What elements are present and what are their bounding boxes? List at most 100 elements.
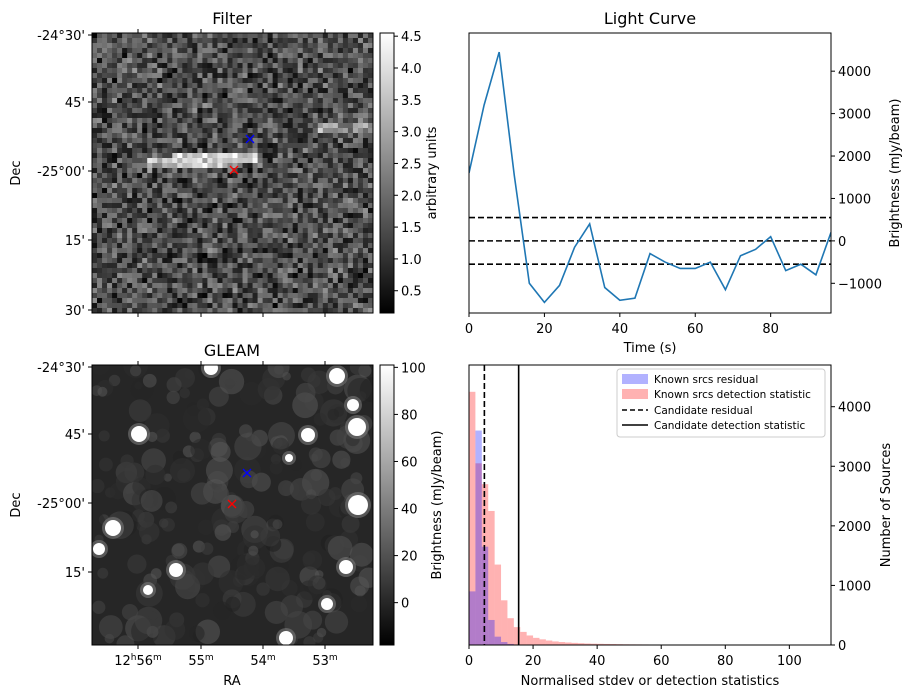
x-tick-label: 40 xyxy=(589,654,606,669)
gleam-title: GLEAM xyxy=(204,341,260,360)
colorbar-tick-label: 0.5 xyxy=(401,285,422,300)
gleam-colorbar-ticks: 0 20 40 60 80 100 xyxy=(394,361,426,612)
histogram-bar xyxy=(571,642,578,645)
histogram-bar xyxy=(545,640,553,645)
y-tick-label: 1000 xyxy=(838,579,871,594)
y-tick-label: 45' xyxy=(65,428,85,443)
colorbar-tick-label: 20 xyxy=(401,550,418,565)
y-tick-label: 30' xyxy=(65,304,85,319)
histogram-bar xyxy=(494,636,502,645)
histogram-bar xyxy=(603,643,610,645)
y-tick-label: 2000 xyxy=(838,520,871,535)
histogram-bar xyxy=(558,642,566,645)
filter-colorbar-label: arbitrary units xyxy=(425,126,440,219)
y-tick-label: -25°00' xyxy=(37,497,85,512)
x-tick-label: 0 xyxy=(465,322,473,337)
histogram-bar xyxy=(488,510,495,645)
legend-swatch-detection xyxy=(622,389,648,399)
filter-ylabel: Dec xyxy=(9,160,24,185)
gleam-panel: GLEAM -24°30' 45' -25°00' 15' 12h56m 55m 54m 53… xyxy=(9,341,445,689)
filter-axes: -24°30' 45' -25°00' 15' 30' xyxy=(37,29,326,319)
legend-label-residual: Known srcs residual xyxy=(654,374,758,386)
histogram-legend: Known srcs residual Known srcs detection… xyxy=(616,368,826,438)
colorbar-tick-label: 2.0 xyxy=(401,189,422,204)
x-tick-label: 53m xyxy=(312,653,337,669)
histogram-bar xyxy=(526,635,534,645)
colorbar-tick-label: 3.5 xyxy=(401,94,422,109)
x-tick-label: 100 xyxy=(777,654,802,669)
y-tick-label: 0 xyxy=(838,639,846,654)
gleam-marker-blue xyxy=(242,468,252,478)
colorbar-tick-label: 80 xyxy=(401,408,418,423)
x-tick-label: 80 xyxy=(762,322,779,337)
histogram-frame xyxy=(468,364,832,646)
y-tick-label: -24°30' xyxy=(37,361,85,376)
y-tick-label: 3000 xyxy=(838,108,871,123)
filter-title: Filter xyxy=(212,9,252,28)
gleam-colorbar-label: Brightness (mJy/beam) xyxy=(430,431,445,580)
histogram-bar xyxy=(590,643,598,645)
gleam-frame xyxy=(91,364,374,646)
y-tick-label: 2000 xyxy=(838,150,871,165)
filter-frame xyxy=(91,32,374,314)
legend-label-detection: Known srcs detection statistic xyxy=(654,389,811,401)
y-tick-label: 15' xyxy=(65,234,85,249)
filter-colorbar-ticks: 0.5 1.0 1.5 2.0 2.5 3.0 3.5 4.0 4.5 xyxy=(394,30,422,300)
colorbar-tick-label: 2.5 xyxy=(401,157,422,172)
histogram-plot xyxy=(469,365,828,645)
gleam-colorbar xyxy=(379,364,395,646)
histogram-bar xyxy=(469,591,476,645)
gleam-xlabel: RA xyxy=(223,674,241,689)
x-tick-label: 20 xyxy=(525,654,542,669)
filter-colorbar xyxy=(379,32,395,314)
y-tick-label: 15' xyxy=(65,566,85,581)
gleam-marker-red xyxy=(227,499,237,509)
gleam-image xyxy=(92,365,373,645)
x-tick-label: 60 xyxy=(687,322,704,337)
y-tick-label: 4000 xyxy=(838,401,871,416)
histogram-bar xyxy=(501,600,508,645)
lightcurve-axes: 0 20 40 60 80 −1000 0 1000 2000 3000 4000 xyxy=(465,65,882,337)
histogram-bar xyxy=(475,463,482,645)
legend-box xyxy=(616,368,826,438)
gleam-ylabel: Dec xyxy=(9,492,24,517)
x-tick-label: 60 xyxy=(653,654,670,669)
histogram-bar xyxy=(488,619,495,645)
x-tick-label: 55m xyxy=(188,653,213,669)
histogram-bar xyxy=(507,618,514,645)
legend-label-candidate-detection: Candidate detection statistic xyxy=(654,420,806,432)
histogram-bar xyxy=(577,643,585,645)
colorbar-tick-label: 1.0 xyxy=(401,253,422,268)
histogram-bar xyxy=(597,643,604,645)
colorbar-tick-label: 100 xyxy=(401,361,426,376)
histogram-bar xyxy=(539,639,546,645)
x-tick-label: 40 xyxy=(612,322,629,337)
histogram-bar xyxy=(494,564,502,645)
lightcurve-line xyxy=(469,51,831,304)
colorbar-tick-label: 60 xyxy=(401,455,418,470)
x-tick-label: 54m xyxy=(250,653,275,669)
y-tick-label: -24°30' xyxy=(37,29,85,44)
lightcurve-xlabel: Time (s) xyxy=(623,341,677,356)
gleam-axes: -24°30' 45' -25°00' 15' 12h56m 55m 54m 53m xyxy=(37,361,338,669)
y-tick-label: -25°00' xyxy=(37,165,85,180)
histogram-ylabel: Number of Sources xyxy=(879,443,894,568)
y-tick-label: 3000 xyxy=(838,460,871,475)
x-tick-label: 20 xyxy=(536,322,553,337)
filter-marker-blue xyxy=(245,134,255,144)
histogram-bar xyxy=(513,627,521,645)
x-tick-label: 12h56m xyxy=(114,653,162,669)
histogram-bar xyxy=(475,430,482,645)
colorbar-tick-label: 4.5 xyxy=(401,30,422,45)
filter-image xyxy=(92,33,373,313)
lightcurve-plot xyxy=(469,51,831,304)
lightcurve-panel: Light Curve 0 20 40 60 80 −1000 0 1000 2000 3000 4… xyxy=(465,9,903,356)
lightcurve-frame xyxy=(468,32,832,314)
colorbar-tick-label: 1.5 xyxy=(401,221,422,236)
histogram-bar xyxy=(584,643,591,645)
y-tick-label: 1000 xyxy=(838,192,871,207)
colorbar-tick-label: 4.0 xyxy=(401,62,422,77)
y-tick-label: 0 xyxy=(838,235,846,250)
